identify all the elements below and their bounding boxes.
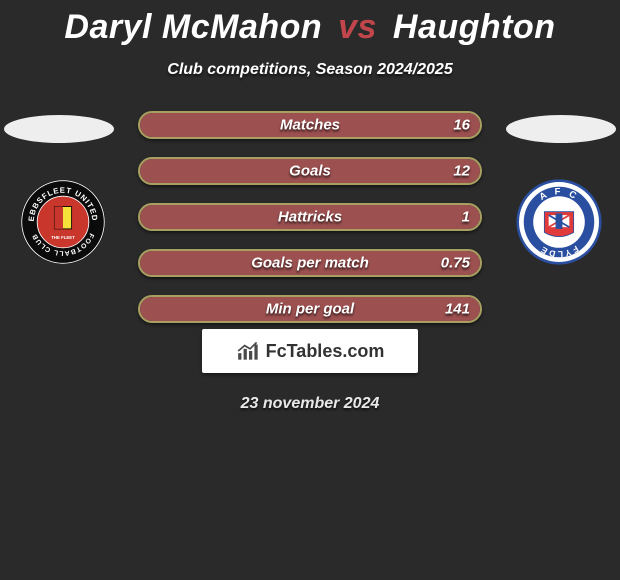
stat-bar: Goals per match0.75 bbox=[138, 249, 482, 277]
stat-bar: Hattricks1 bbox=[138, 203, 482, 231]
stat-bar-fill bbox=[140, 297, 480, 321]
stat-bar-fill bbox=[140, 205, 480, 229]
stat-bar: Min per goal141 bbox=[138, 295, 482, 323]
title-player2: Haughton bbox=[393, 8, 556, 46]
title-vs: vs bbox=[338, 8, 377, 46]
player-oval-right bbox=[506, 115, 616, 143]
page-title: Daryl McMahon vs Haughton bbox=[0, 0, 620, 47]
club-badge-right: A F C FYLDE bbox=[516, 179, 602, 265]
footer-date: 23 november 2024 bbox=[0, 395, 620, 413]
stat-bar: Matches16 bbox=[138, 111, 482, 139]
stat-bar-fill bbox=[140, 251, 480, 275]
stat-bar-fill bbox=[140, 159, 480, 183]
title-player1: Daryl McMahon bbox=[64, 8, 322, 46]
subtitle: Club competitions, Season 2024/2025 bbox=[0, 61, 620, 79]
stat-bar: Goals12 bbox=[138, 157, 482, 185]
club-badge-left-icon: EBBSFLEET UNITED FOOTBALL CLUB THE FLEET bbox=[20, 179, 106, 265]
player-oval-left bbox=[4, 115, 114, 143]
stat-bar-fill bbox=[140, 113, 480, 137]
footer-logo-text: FcTables.com bbox=[266, 341, 385, 362]
chart-icon bbox=[236, 340, 262, 362]
stat-bars: Matches16 Goals12 Hattricks1 Goals per matc… bbox=[138, 111, 482, 341]
stats-arena: EBBSFLEET UNITED FOOTBALL CLUB THE FLEET… bbox=[0, 111, 620, 321]
club-badge-left: EBBSFLEET UNITED FOOTBALL CLUB THE FLEET bbox=[20, 179, 106, 265]
club-badge-right-icon: A F C FYLDE bbox=[516, 179, 602, 265]
svg-text:THE FLEET: THE FLEET bbox=[51, 235, 75, 240]
